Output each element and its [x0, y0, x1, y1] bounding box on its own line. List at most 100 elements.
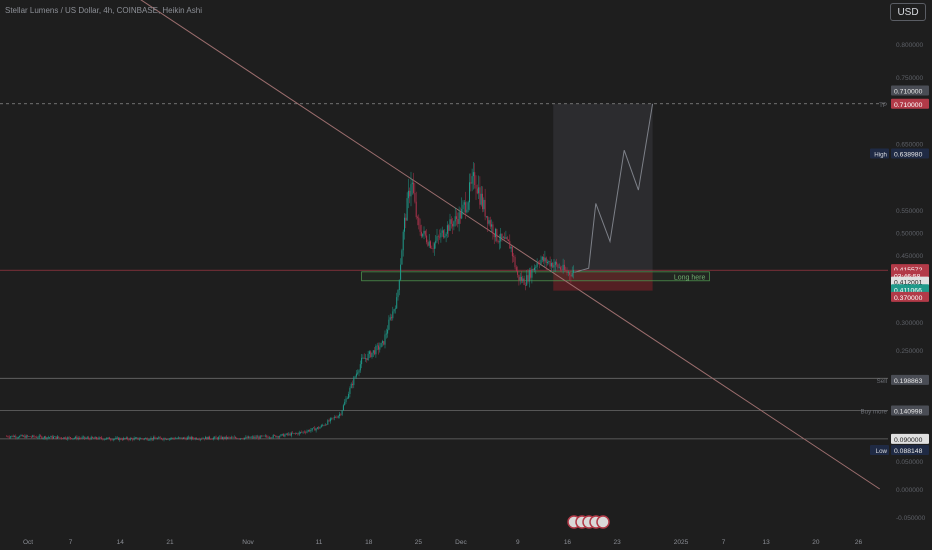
candle-body	[413, 182, 415, 193]
candle-body	[420, 231, 422, 237]
candle-body	[198, 439, 200, 440]
candle-body	[495, 228, 497, 238]
candle-body	[375, 346, 377, 355]
tag-buy-more: Buy more	[861, 409, 888, 416]
candle-body	[280, 434, 282, 437]
candle-body	[435, 240, 437, 244]
candle-body	[517, 270, 519, 275]
candle-body	[157, 438, 159, 440]
time-tick: 23	[614, 539, 622, 546]
currency-button[interactable]: USD	[890, 3, 926, 21]
target-label-bg	[891, 98, 929, 109]
candle-body	[253, 436, 255, 438]
candle-body	[333, 417, 335, 418]
candle-body	[418, 217, 420, 226]
candle-body	[426, 235, 428, 243]
candle-body	[160, 437, 162, 440]
candle-body	[332, 417, 334, 419]
candle-body	[124, 438, 126, 439]
candle-body	[300, 431, 302, 433]
price-tick: 0.650000	[896, 142, 923, 149]
candle-body	[397, 290, 399, 298]
candle-body	[552, 262, 554, 268]
candle-body	[358, 370, 360, 373]
candle-body	[491, 224, 493, 227]
candle-body	[264, 435, 266, 437]
candle-body	[231, 437, 233, 438]
candle-body	[335, 417, 337, 418]
candle-body	[56, 436, 58, 439]
candle-body	[215, 436, 217, 438]
candle-body	[28, 436, 30, 437]
candle-body	[505, 237, 507, 239]
candle-body	[268, 437, 270, 439]
high-value-bg	[891, 148, 929, 159]
candle-body	[440, 232, 442, 238]
candle-body	[478, 187, 480, 194]
candle-body	[370, 351, 372, 358]
candle-body	[530, 270, 532, 278]
candle-body	[43, 436, 45, 438]
candle-body	[158, 437, 160, 439]
candle-body	[537, 263, 539, 264]
time-tick: 14	[117, 539, 125, 546]
candle-body	[461, 208, 463, 219]
candle-body	[271, 437, 273, 439]
candle-body	[75, 436, 77, 439]
event-marker-icon[interactable]	[596, 515, 610, 529]
candle-body	[131, 438, 133, 439]
candle-body	[34, 436, 36, 438]
candle-body	[472, 172, 474, 177]
time-tick: 7	[722, 539, 726, 546]
candle-body	[267, 436, 269, 438]
candle-body	[305, 432, 307, 433]
time-tick: 25	[415, 539, 423, 546]
candle-body	[323, 425, 325, 426]
candle-body	[549, 261, 551, 267]
candle-body	[352, 383, 354, 386]
candle-body	[394, 308, 396, 310]
tag-high-bg	[870, 148, 889, 159]
descending-trendline[interactable]	[127, 0, 881, 490]
candle-body	[292, 432, 294, 434]
candle-body	[97, 438, 99, 440]
candle-body	[437, 236, 439, 237]
candle-body	[276, 436, 278, 438]
candle-body	[487, 216, 489, 224]
candle-body	[140, 438, 142, 440]
candle-body	[448, 225, 450, 231]
candle-body	[415, 201, 417, 218]
candle-body	[326, 424, 328, 426]
candle-body	[30, 436, 32, 438]
candle-body	[93, 437, 95, 439]
candle-body	[571, 272, 573, 277]
candle-body	[114, 438, 116, 440]
candle-body	[167, 439, 169, 440]
candle-body	[118, 437, 120, 441]
candle-body	[307, 430, 309, 432]
candle-body	[233, 437, 235, 438]
long-here-box[interactable]	[361, 271, 710, 282]
candle-body	[214, 436, 216, 438]
candle-body	[27, 435, 29, 437]
candle-body	[509, 241, 511, 249]
candle-body	[324, 424, 326, 426]
candle-body	[362, 357, 364, 359]
price-tick: 0.250000	[896, 348, 923, 355]
candle-body	[566, 270, 568, 274]
candle-body	[497, 240, 499, 243]
profit-zone	[553, 103, 653, 272]
candle-body	[194, 437, 196, 440]
candle-body	[301, 431, 303, 433]
candle-body	[188, 436, 190, 438]
candle-body	[59, 437, 61, 439]
level-value: 0.090000	[894, 437, 923, 444]
candle-body	[383, 341, 385, 345]
candle-body	[263, 435, 265, 437]
candle-body	[458, 212, 460, 224]
candle-body	[170, 438, 172, 440]
candle-body	[222, 437, 224, 439]
candle-body	[10, 436, 12, 438]
candle-body	[223, 437, 225, 439]
